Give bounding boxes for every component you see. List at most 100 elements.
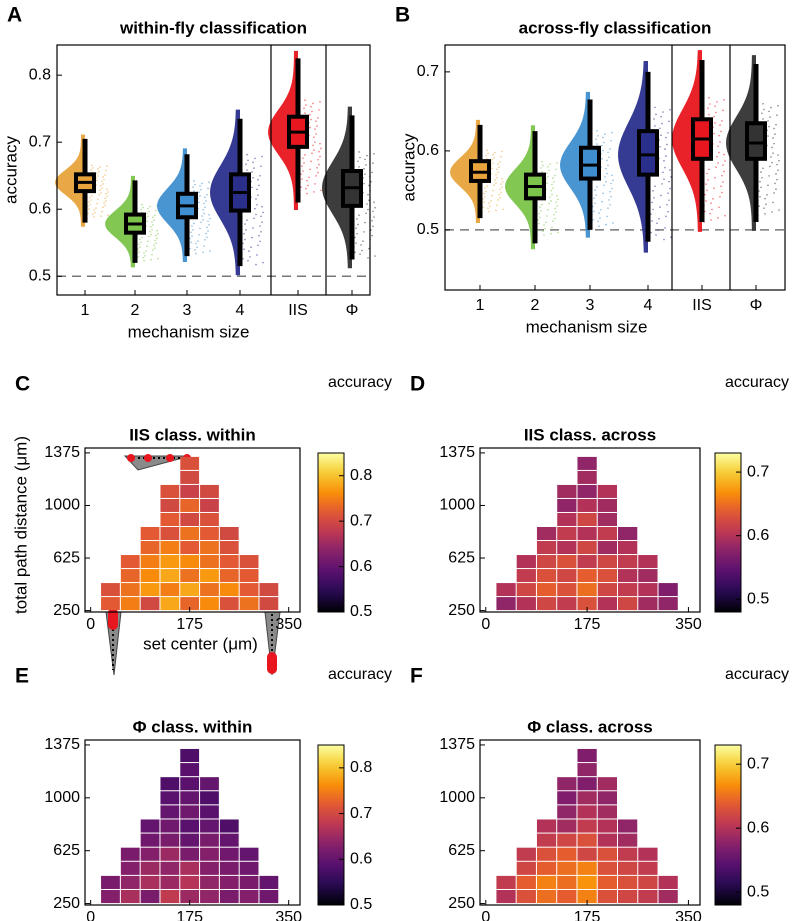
jitter-dot: [764, 213, 766, 215]
x-tick-label: 4: [644, 297, 653, 314]
jitter-dot: [500, 155, 502, 158]
jitter-dot: [537, 219, 539, 221]
heatmap-cell: [597, 791, 617, 805]
heatmap-cell: [597, 583, 617, 597]
jitter-dot: [665, 136, 667, 139]
jitter-dot: [541, 170, 543, 173]
panel-letter: F: [410, 665, 423, 688]
jitter-dot: [373, 216, 375, 218]
jitter-dot: [655, 234, 657, 236]
jitter-dot: [495, 173, 497, 176]
jitter-dot: [496, 176, 498, 179]
jitter-dot: [497, 199, 499, 201]
heatmap-cell: [160, 512, 180, 526]
heatmap-cell: [219, 583, 239, 597]
jitter-dot: [138, 251, 140, 253]
violin: [672, 50, 702, 232]
y-tick-label: 1000: [44, 497, 80, 514]
jitter-dot: [650, 231, 652, 234]
jitter-dot: [90, 199, 92, 201]
jitter-dot: [709, 212, 711, 215]
heatmap-cell: [597, 512, 617, 526]
jitter-dot: [595, 194, 597, 196]
heatmap-cell: [200, 833, 219, 847]
jitter-dot: [317, 117, 319, 119]
jitter-dot: [104, 204, 106, 207]
jitter-dot: [487, 152, 489, 155]
jitter-dot: [716, 101, 718, 103]
heatmap-cell: [219, 833, 239, 847]
heatmap-cell: [180, 484, 200, 498]
jitter-dot: [768, 175, 770, 177]
y-tick-label: 625: [448, 842, 475, 859]
heatmap-cell: [618, 889, 638, 904]
jitter-dot: [150, 226, 152, 228]
chart-title: Φ class. within: [133, 717, 253, 736]
jitter-dot: [663, 159, 665, 162]
jitter-dot: [763, 207, 765, 209]
jitter-dot: [143, 252, 145, 254]
jitter-dot: [146, 212, 148, 215]
jitter-dot: [244, 238, 246, 241]
jitter-dot: [542, 230, 544, 232]
heatmap-cell: [618, 583, 638, 597]
jitter-dot: [551, 226, 553, 229]
jitter-dot: [656, 222, 658, 225]
jitter-dot: [257, 194, 259, 196]
heatmap-cell: [557, 777, 577, 791]
jitter-dot: [203, 245, 205, 247]
jitter-dot: [140, 241, 142, 244]
jitter-dot: [764, 197, 766, 200]
jitter-dot: [359, 253, 361, 255]
jitter-dot: [247, 259, 249, 262]
x-tick-label: 0: [481, 909, 490, 921]
jitter-dot: [302, 170, 304, 172]
jitter-dot: [777, 169, 779, 171]
heatmap-cell: [557, 498, 577, 512]
violin: [560, 91, 590, 238]
x-tick-label: Φ: [346, 302, 359, 319]
jitter-dot: [713, 187, 715, 190]
jitter-dot: [767, 120, 769, 122]
heatmap-cell: [536, 875, 557, 889]
jitter-dot: [365, 164, 367, 166]
jitter-dot: [88, 208, 90, 210]
heatmap-cell: [200, 805, 219, 819]
jitter-dot: [721, 191, 723, 194]
jitter-dot: [198, 233, 200, 236]
jitter-dot: [89, 203, 91, 206]
jitter-dot: [773, 127, 775, 130]
heatmap-cell: [516, 583, 536, 597]
jitter-dot: [499, 188, 501, 191]
axes-box: [84, 739, 301, 906]
heatmap-cell: [200, 597, 219, 611]
jitter-dot: [556, 205, 558, 207]
jitter-dot: [605, 181, 607, 183]
jitter-dot: [548, 169, 550, 172]
heatmap-cell: [200, 541, 219, 555]
jitter-dot: [721, 174, 723, 177]
jitter-dot: [723, 153, 725, 156]
jitter-dot: [551, 193, 553, 196]
jitter-dot: [201, 215, 203, 217]
jitter-dot: [248, 250, 250, 252]
violin: [157, 148, 187, 262]
jitter-dot: [137, 248, 139, 250]
heatmap-cell: [557, 791, 577, 805]
jitter-dot: [706, 189, 708, 192]
jitter-dot: [202, 208, 204, 211]
jitter-dot: [301, 178, 303, 180]
heatmap-cell: [638, 847, 658, 861]
jitter-dot: [607, 164, 609, 167]
jitter-dot: [373, 153, 375, 155]
jitter-dot: [300, 186, 302, 188]
jitter-dot: [151, 254, 153, 256]
jitter-dot: [537, 229, 539, 231]
jitter-dot: [256, 203, 258, 206]
x-tick-label: 0: [86, 616, 95, 633]
colorbar: [714, 744, 742, 906]
jitter-dot: [313, 191, 315, 193]
jitter-dot: [199, 227, 201, 230]
jitter-dot: [191, 235, 193, 237]
jitter-dot: [255, 263, 257, 266]
